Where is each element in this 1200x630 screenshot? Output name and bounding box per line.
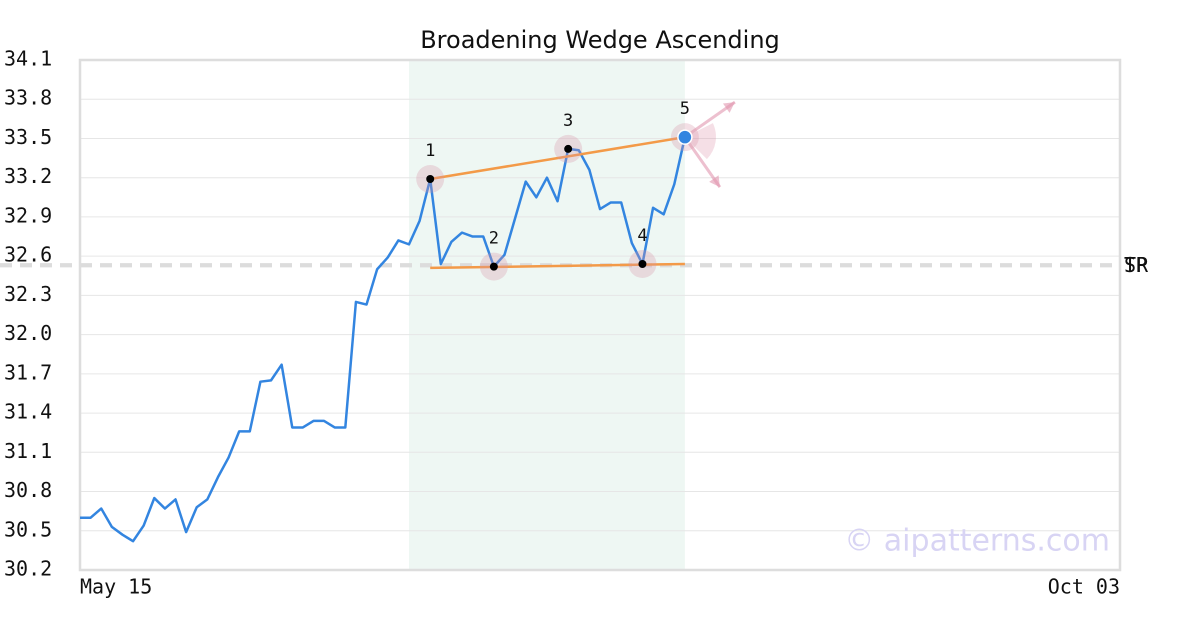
y-tick-label: 30.2 [4,557,52,581]
y-tick-label: 30.8 [4,478,52,502]
reference-label: SR [1124,253,1149,277]
breakout-arrowhead [722,102,735,113]
pattern-point-label: 4 [637,226,647,246]
breakout-fan [684,123,716,160]
reference-label: TP [1124,253,1148,277]
pattern-point [489,262,498,271]
y-tick-label: 32.9 [4,203,52,227]
pattern-point-label: 3 [563,111,573,131]
y-tick-label: 31.7 [4,360,52,384]
y-tick-label: 33.2 [4,164,52,188]
trendline [430,135,686,181]
plot-frame [78,58,1122,572]
watermark: © aipatterns.com [844,524,1110,559]
y-tick-label: 32.0 [4,321,52,345]
y-tick-label: 31.4 [4,400,52,424]
x-tick-label: May 15 [80,575,152,599]
y-tick-label: 34.1 [4,47,52,71]
pattern-point-label: 5 [680,99,690,119]
breakout-arrowhead [709,175,720,188]
y-tick-label: 30.5 [4,517,52,541]
pattern-region [408,60,685,570]
y-tick-label: 31.1 [4,439,52,463]
pattern-point-label: 1 [425,141,435,161]
pattern-point [564,144,573,153]
pattern-point [677,129,693,145]
pattern-point [638,260,647,268]
x-tick-label: Oct 03 [1048,575,1120,599]
chart-title: Broadening Wedge Ascending [420,26,780,54]
y-tick-label: 32.3 [4,282,52,306]
pattern-point-label: 2 [489,229,499,249]
y-tick-label: 32.6 [4,243,52,267]
y-tick-label: 33.5 [4,125,52,149]
pattern-point [426,175,435,183]
price-line [80,136,687,543]
y-tick-label: 33.8 [4,86,52,110]
